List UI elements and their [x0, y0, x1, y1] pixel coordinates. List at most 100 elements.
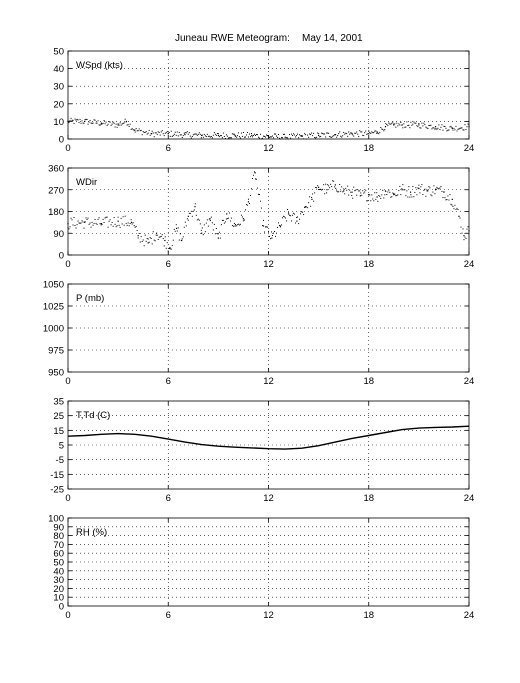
- data-point: [204, 231, 206, 233]
- data-point: [317, 132, 319, 134]
- data-point: [393, 123, 395, 125]
- data-point: [235, 136, 237, 138]
- x-tick-label: 0: [65, 143, 70, 154]
- data-point: [242, 220, 244, 222]
- data-point: [156, 133, 158, 135]
- data-point: [465, 237, 467, 239]
- data-point: [72, 224, 74, 226]
- data-point: [270, 136, 272, 138]
- data-point: [305, 134, 307, 136]
- data-point: [189, 135, 191, 137]
- data-point: [339, 184, 341, 186]
- data-point: [80, 122, 82, 124]
- data-point: [162, 238, 164, 240]
- data-point: [467, 226, 469, 228]
- data-point: [205, 136, 207, 138]
- data-point: [220, 135, 222, 137]
- data-point: [135, 225, 137, 227]
- data-point: [310, 133, 312, 135]
- data-point: [407, 196, 409, 198]
- data-point: [382, 128, 384, 130]
- data-point: [164, 132, 166, 134]
- data-point: [68, 228, 70, 230]
- data-point: [81, 220, 83, 222]
- data-point: [257, 193, 259, 195]
- data-point: [330, 136, 332, 138]
- data-point: [464, 236, 466, 238]
- data-point: [270, 238, 272, 240]
- data-point: [70, 117, 72, 119]
- data-point: [209, 136, 211, 138]
- data-point: [130, 221, 133, 223]
- data-point: [194, 206, 196, 208]
- data-point: [248, 133, 250, 135]
- data-point: [416, 125, 418, 127]
- data-point: [366, 133, 368, 135]
- data-point: [392, 121, 394, 123]
- data-point: [340, 135, 342, 137]
- data-point: [242, 132, 244, 134]
- data-point: [133, 129, 135, 131]
- data-point: [131, 128, 133, 130]
- data-point: [305, 206, 307, 208]
- data-point: [163, 245, 165, 247]
- data-point: [344, 133, 346, 135]
- data-point: [335, 134, 337, 136]
- data-point: [280, 226, 282, 228]
- data-point: [353, 186, 355, 188]
- data-point: [463, 235, 465, 237]
- data-point: [378, 194, 380, 196]
- data-point: [229, 137, 231, 139]
- data-point: [173, 228, 175, 230]
- data-point: [389, 123, 391, 125]
- data-point: [390, 123, 392, 125]
- data-point: [159, 236, 161, 238]
- data-point: [106, 124, 108, 126]
- data-point: [186, 131, 188, 133]
- data-point: [294, 134, 296, 136]
- data-point: [309, 196, 311, 198]
- data-point: [451, 198, 453, 201]
- data-point: [105, 121, 107, 123]
- data-point: [152, 132, 154, 134]
- data-point: [201, 227, 203, 229]
- data-point: [144, 131, 146, 133]
- data-point: [128, 225, 130, 227]
- data-point: [371, 194, 373, 196]
- data-point: [129, 123, 131, 125]
- data-point: [132, 129, 134, 131]
- data-point: [271, 136, 273, 138]
- data-point: [239, 137, 241, 139]
- data-point: [342, 135, 344, 137]
- data-point: [449, 126, 451, 128]
- data-point: [111, 221, 113, 223]
- data-point: [279, 137, 281, 139]
- data-point: [168, 132, 170, 134]
- data-point: [334, 184, 336, 186]
- data-point: [247, 136, 249, 138]
- data-point: [354, 132, 356, 134]
- y-tick-label: 1050: [43, 280, 64, 291]
- data-point: [369, 131, 371, 133]
- data-point: [96, 223, 98, 225]
- data-point: [140, 129, 142, 131]
- data-point: [437, 187, 439, 189]
- data-point: [212, 229, 214, 231]
- data-point: [417, 126, 419, 128]
- data-point: [164, 236, 166, 238]
- data-point: [254, 172, 256, 174]
- data-point: [177, 227, 179, 229]
- data-point: [255, 134, 257, 136]
- data-point: [326, 189, 328, 191]
- data-point: [432, 191, 434, 193]
- data-point: [218, 231, 220, 233]
- data-point: [418, 184, 420, 186]
- data-point: [199, 133, 201, 135]
- data-point: [351, 194, 353, 196]
- data-point: [325, 183, 327, 185]
- data-point: [235, 225, 237, 227]
- data-point: [73, 217, 75, 219]
- data-point: [296, 135, 298, 137]
- data-point: [140, 236, 142, 238]
- data-point: [169, 247, 171, 249]
